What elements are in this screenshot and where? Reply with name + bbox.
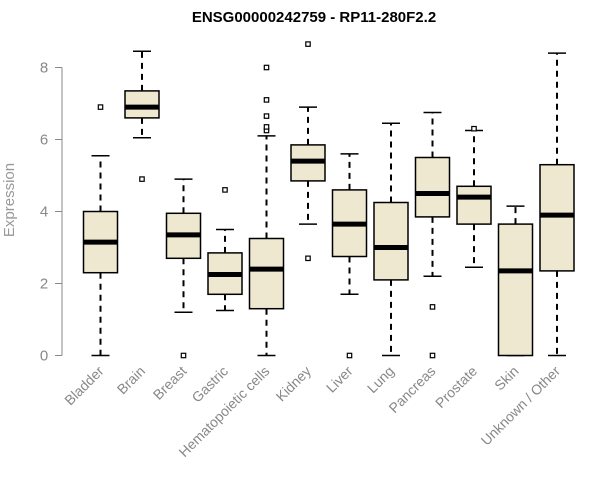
box	[497, 223, 534, 357]
x-category-label: Breast	[150, 363, 190, 403]
outlier-point	[471, 125, 477, 132]
chart-title: ENSG00000242759 - RP11-280F2.2	[192, 9, 436, 26]
y-tick-label: 4	[40, 204, 48, 221]
box	[539, 163, 575, 272]
outlier-point	[263, 64, 270, 71]
x-category-label: Lung	[364, 363, 397, 396]
box	[124, 90, 160, 119]
y-axis: 0 2 4 6 8	[40, 60, 63, 365]
outlier-point	[222, 187, 228, 193]
outlier-point	[429, 352, 436, 359]
x-category-label: Prostate	[432, 363, 480, 411]
box	[414, 156, 451, 218]
x-category-label: Unknown / Other	[478, 363, 564, 449]
outlier-point	[305, 41, 311, 47]
outlier-point	[263, 124, 270, 130]
outlier-point	[263, 97, 270, 103]
y-tick-label: 8	[40, 60, 48, 77]
outlier-point	[305, 255, 311, 262]
x-category-label: Brain	[114, 363, 148, 397]
box	[248, 237, 285, 310]
boxes-group	[82, 41, 575, 359]
x-category-label: Skin	[491, 363, 522, 394]
box	[456, 185, 492, 225]
outlier-point	[263, 113, 270, 119]
outlier-point	[97, 104, 104, 110]
outlier-point	[429, 304, 436, 310]
y-tick-label: 0	[40, 348, 48, 365]
outlier-point	[180, 352, 187, 359]
y-axis-label: Expression	[1, 163, 18, 237]
y-tick-label: 6	[40, 132, 48, 149]
outlier-point	[346, 352, 353, 359]
x-category-label: Kidney	[273, 363, 315, 405]
x-category-label: Liver	[323, 363, 356, 396]
y-tick-label: 2	[40, 276, 48, 293]
outlier-point	[139, 176, 145, 182]
box	[373, 201, 409, 281]
x-category-label: Bladder	[61, 363, 107, 409]
